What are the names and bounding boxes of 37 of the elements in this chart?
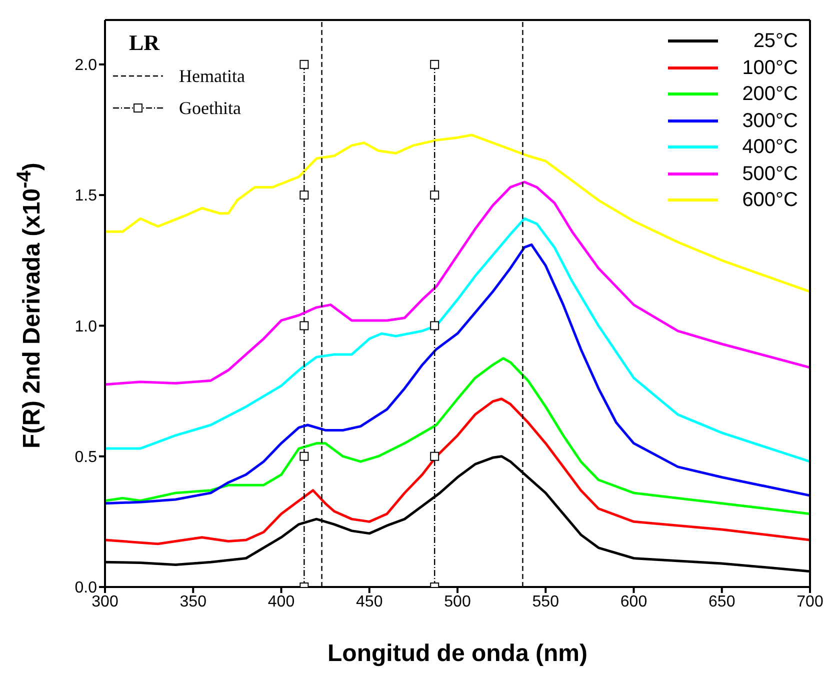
legend-label: 300°C — [741, 108, 798, 134]
point — [300, 60, 309, 69]
legend-label: 200°C — [741, 82, 798, 107]
point — [430, 190, 440, 200]
x-tick-label: 400 — [268, 593, 295, 610]
line-series — [105, 217, 810, 463]
line-series — [105, 243, 810, 505]
point — [300, 321, 309, 330]
y-tick-label: 0.5 — [74, 449, 98, 466]
legend-label: Hematita — [179, 65, 245, 88]
x-tick-label: 550 — [532, 593, 560, 610]
point — [430, 452, 440, 461]
y-tick-label: 2.0 — [74, 57, 98, 74]
x-tick-label: 650 — [708, 593, 736, 610]
point — [300, 190, 309, 200]
line-series — [105, 180, 810, 386]
y-tick-label: 1.5 — [74, 188, 98, 205]
point — [430, 60, 440, 69]
legend-label: 100°C — [741, 56, 798, 80]
x-axis-title: Longitud de onda (nm) — [326, 640, 588, 668]
x-tick-label: 450 — [356, 593, 383, 610]
x-tick-label: 350 — [180, 593, 207, 610]
legend-label: 400°C — [741, 135, 798, 160]
annotation: LR — [129, 30, 161, 56]
x-tick-label: 700 — [796, 593, 824, 610]
point — [300, 452, 309, 461]
legend-label: Goethita — [179, 97, 241, 120]
legend-label: 600°C — [741, 188, 798, 213]
x-tick-label: 600 — [620, 593, 648, 610]
legend-label: 500°C — [741, 162, 798, 186]
line-series — [105, 357, 810, 516]
x-tick-label: 500 — [444, 593, 471, 610]
point — [430, 321, 440, 330]
y-tick-label: 1.0 — [74, 318, 98, 336]
line-series — [105, 134, 810, 293]
line-series — [105, 398, 810, 546]
legend-label: 25°C — [752, 29, 798, 54]
